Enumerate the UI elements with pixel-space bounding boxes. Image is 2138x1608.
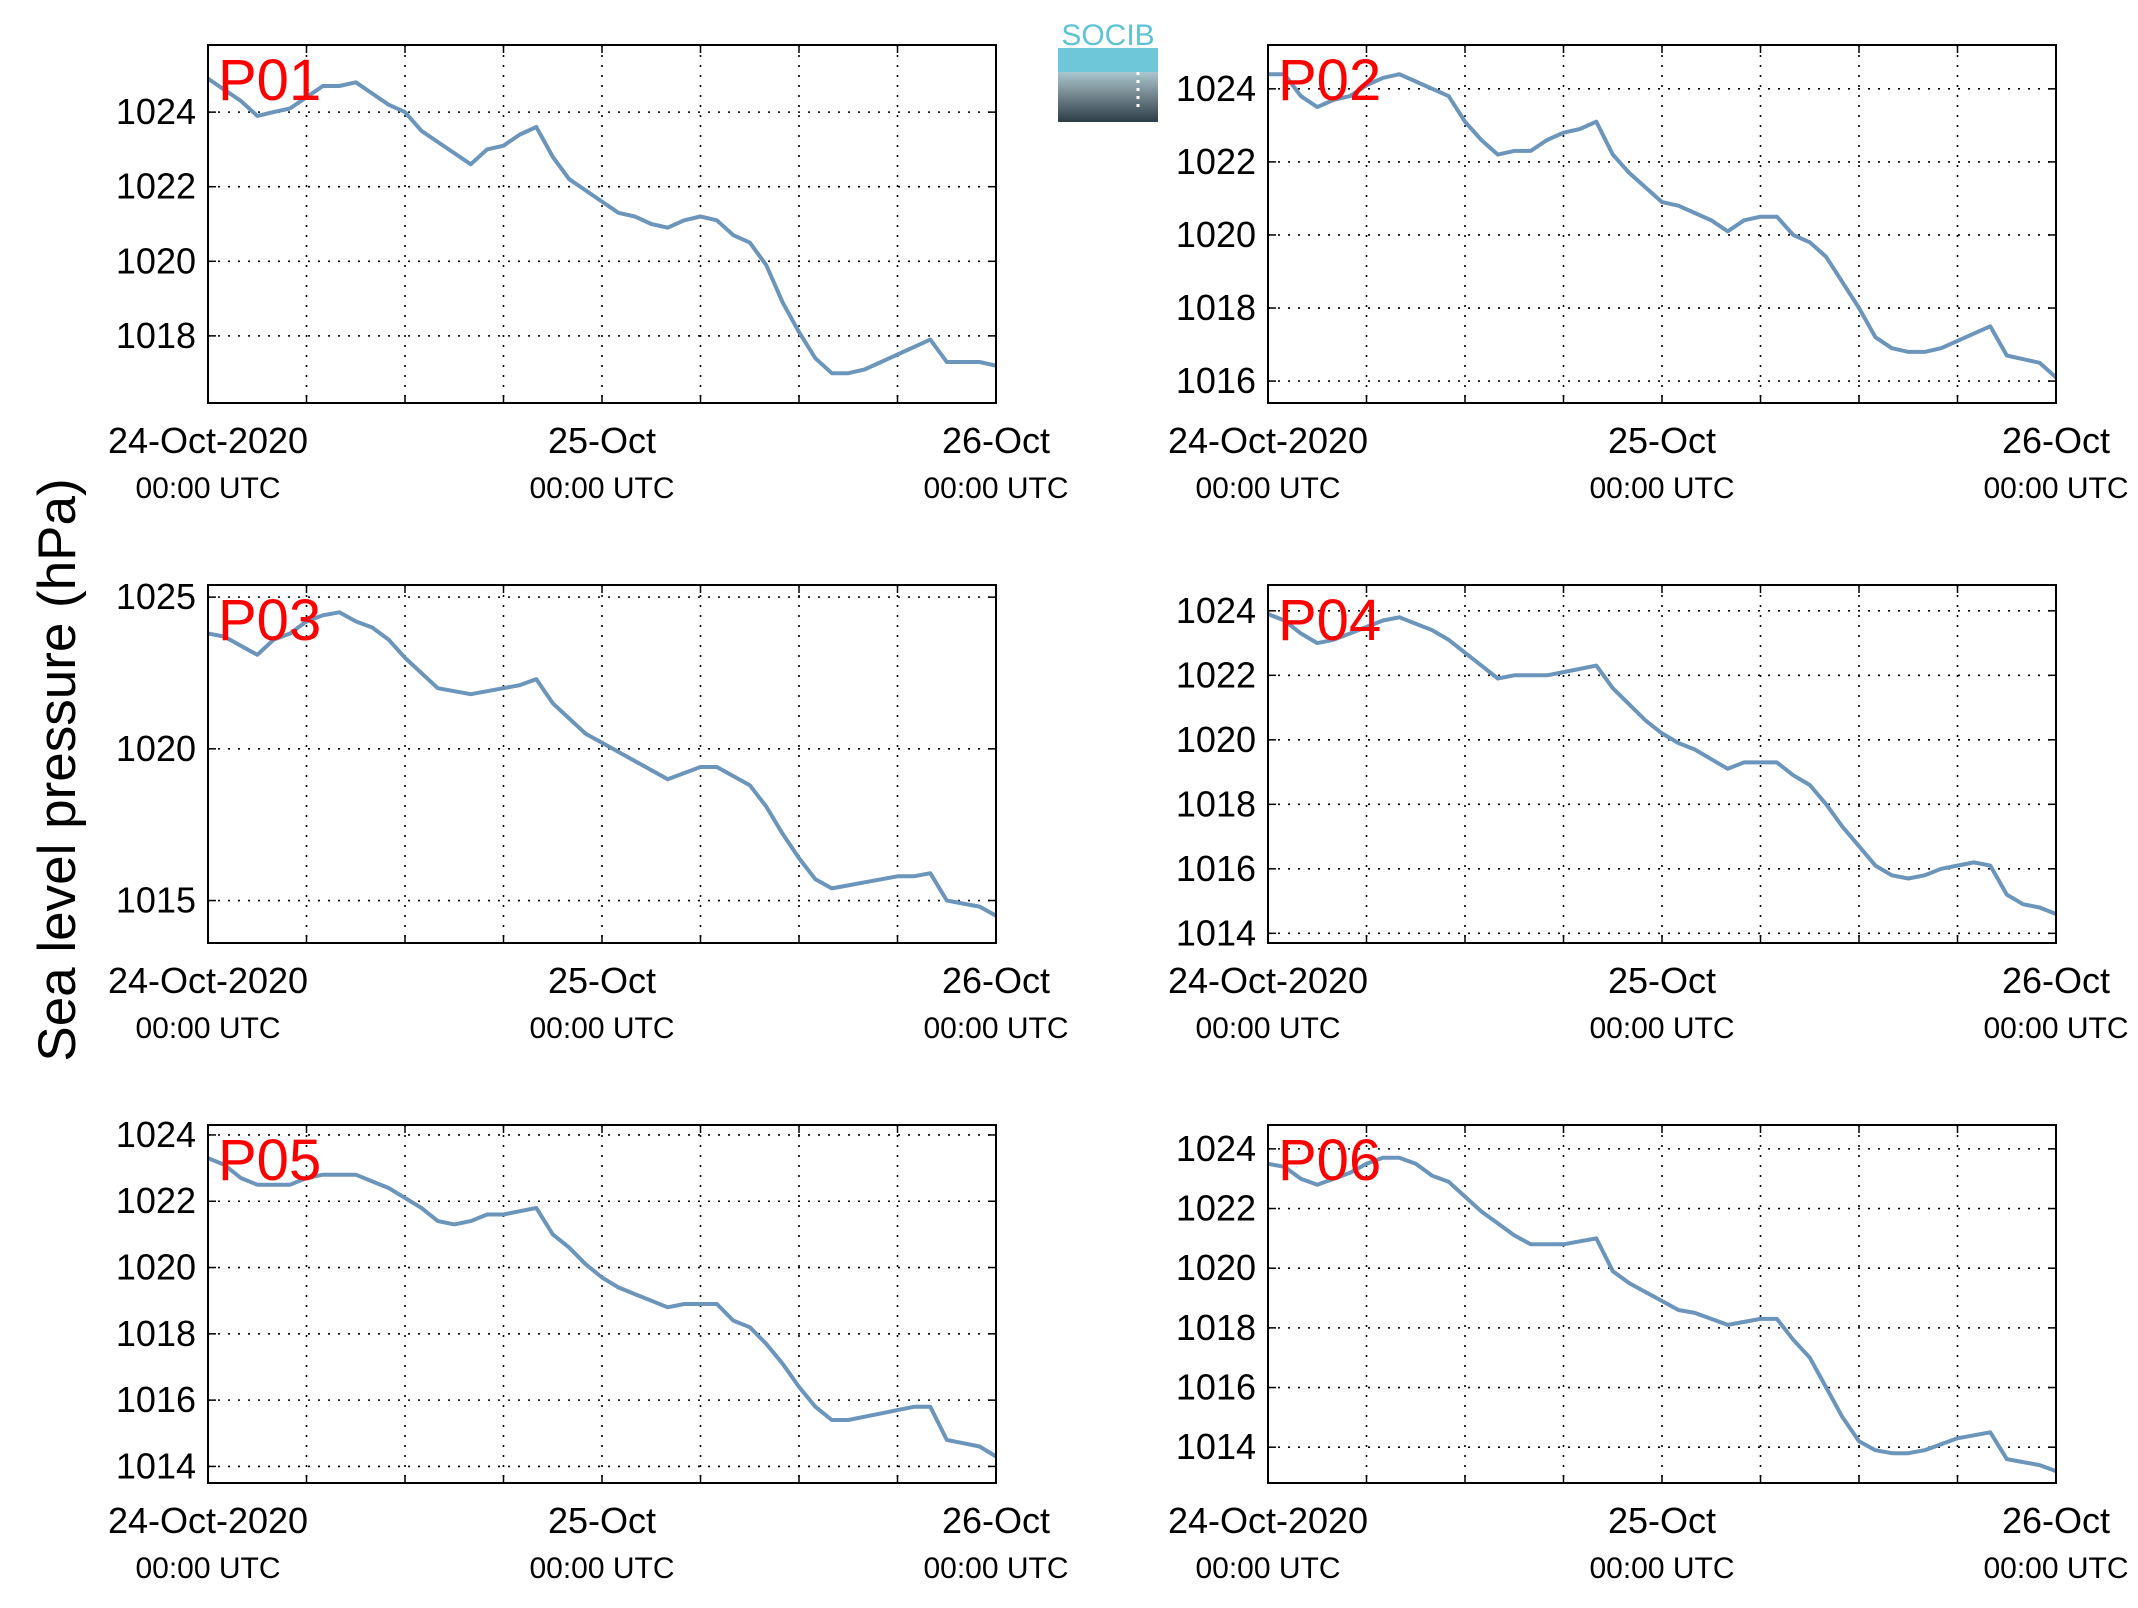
y-tick-label: 1018	[116, 315, 196, 356]
y-tick-label: 1016	[1176, 360, 1256, 401]
x-tick-label-time: 00:00 UTC	[1195, 1552, 1340, 1585]
y-axis-title: Sea level pressure (hPa)	[28, 478, 87, 1061]
x-tick-label-time: 00:00 UTC	[529, 1012, 674, 1045]
x-tick-label-time: 00:00 UTC	[1195, 472, 1340, 505]
pressure-series-line	[1268, 1155, 2056, 1474]
y-tick-label: 1020	[116, 728, 196, 769]
x-tick-label-date: 25-Oct	[548, 1500, 656, 1541]
y-tick-label: 1020	[116, 1247, 196, 1288]
chart-panel-p04: 1014 1016 1018 1020 1022 1024 24-Oct-2020 00:00…	[1168, 584, 2129, 1045]
y-tick-label: 1022	[1176, 141, 1256, 182]
y-tick-label: 1022	[116, 166, 196, 207]
x-tick-label-time: 00:00 UTC	[1983, 472, 2128, 505]
chart-panel-p01: 1018 1020 1022 1024 24-Oct-2020 00:00 UTC 25-O…	[108, 44, 1069, 505]
x-tick-label-time: 00:00 UTC	[529, 472, 674, 505]
x-tick-label-time: 00:00 UTC	[1983, 1552, 2128, 1585]
x-tick-label-time: 00:00 UTC	[1589, 1552, 1734, 1585]
y-tick-label: 1020	[1176, 719, 1256, 760]
y-tick-label: 1025	[116, 576, 196, 617]
axes-frame	[207, 1124, 997, 1484]
x-tick-label-time: 00:00 UTC	[1195, 1012, 1340, 1045]
x-tick-label-time: 00:00 UTC	[1983, 1012, 2128, 1045]
chart-panels: 1018 1020 1022 1024 24-Oct-2020 00:00 UTC 25-O…	[108, 44, 2129, 1585]
x-tick-label-time: 00:00 UTC	[529, 1552, 674, 1585]
y-tick-label: 1024	[1176, 590, 1256, 631]
axes-frame	[1267, 584, 2057, 944]
pressure-series-line	[208, 1156, 996, 1459]
chart-panel-p05: 1014 1016 1018 1020 1022 1024 24-Oct-2020 00:00…	[108, 1114, 1069, 1585]
x-tick-label-date: 26-Oct	[942, 420, 1050, 461]
y-tick-label: 1024	[116, 1114, 196, 1155]
x-tick-label-date: 25-Oct	[548, 960, 656, 1001]
panel-label: P02	[1278, 48, 1381, 113]
x-tick-label-time: 00:00 UTC	[135, 1552, 280, 1585]
x-tick-label-date: 24-Oct-2020	[1168, 960, 1368, 1001]
y-tick-label: 1018	[1176, 1307, 1256, 1348]
logo-wordmark: SOCIB	[1061, 19, 1154, 52]
y-tick-label: 1015	[116, 880, 196, 921]
x-tick-label-time: 00:00 UTC	[923, 1012, 1068, 1045]
x-tick-label-time: 00:00 UTC	[923, 472, 1068, 505]
x-tick-label-date: 25-Oct	[548, 420, 656, 461]
panel-label: P06	[1278, 1128, 1381, 1193]
panel-label: P04	[1278, 588, 1381, 653]
socib-logo: SOCIB	[1058, 19, 1158, 122]
axes-frame	[1267, 1124, 2057, 1484]
x-tick-label-date: 25-Oct	[1608, 1500, 1716, 1541]
x-tick-label-time: 00:00 UTC	[923, 1552, 1068, 1585]
x-tick-label-date: 26-Oct	[2002, 1500, 2110, 1541]
y-tick-label: 1018	[116, 1313, 196, 1354]
x-tick-label-date: 24-Oct-2020	[1168, 1500, 1368, 1541]
x-tick-label-date: 24-Oct-2020	[108, 420, 308, 461]
y-tick-label: 1020	[1176, 214, 1256, 255]
y-tick-label: 1014	[1176, 1426, 1256, 1467]
chart-panel-p02: 1016 1018 1020 1022 1024 24-Oct-2020 00:00 UTC…	[1168, 44, 2129, 505]
panel-label: P03	[218, 588, 321, 653]
x-tick-label-date: 26-Oct	[2002, 420, 2110, 461]
y-tick-label: 1018	[1176, 783, 1256, 824]
x-tick-label-time: 00:00 UTC	[1589, 1012, 1734, 1045]
y-tick-label: 1020	[116, 240, 196, 281]
panel-label: P01	[218, 48, 321, 113]
y-tick-label: 1020	[1176, 1247, 1256, 1288]
logo-wave-band	[1058, 48, 1158, 72]
chart-panel-p03: 1015 1020 1025 24-Oct-2020 00:00 UTC 25-Oct 00…	[108, 576, 1069, 1045]
axes-frame	[207, 584, 997, 944]
x-tick-label-date: 24-Oct-2020	[108, 1500, 308, 1541]
x-tick-label-date: 25-Oct	[1608, 960, 1716, 1001]
x-tick-label-date: 25-Oct	[1608, 420, 1716, 461]
x-tick-label-time: 00:00 UTC	[135, 1012, 280, 1045]
y-tick-label: 1024	[1176, 1128, 1256, 1169]
axes-frame	[1267, 44, 2057, 404]
y-tick-label: 1022	[1176, 654, 1256, 695]
y-tick-label: 1016	[1176, 848, 1256, 889]
y-tick-label: 1024	[116, 91, 196, 132]
x-tick-label-date: 26-Oct	[2002, 960, 2110, 1001]
pressure-series-line	[208, 76, 996, 376]
x-tick-label-date: 24-Oct-2020	[1168, 420, 1368, 461]
y-tick-label: 1018	[1176, 287, 1256, 328]
y-tick-label: 1014	[1176, 912, 1256, 953]
pressure-series-line	[208, 610, 996, 918]
axes-frame	[207, 44, 997, 404]
logo-block	[1058, 72, 1158, 122]
chart-panel-p06: 1014 1016 1018 1020 1022 1024 24-Oct-2020 00:00…	[1168, 1124, 2129, 1585]
y-tick-label: 1024	[1176, 68, 1256, 109]
x-tick-label-date: 26-Oct	[942, 960, 1050, 1001]
y-tick-label: 1014	[116, 1445, 196, 1486]
y-tick-label: 1022	[1176, 1188, 1256, 1229]
x-tick-label-time: 00:00 UTC	[1589, 472, 1734, 505]
x-tick-label-time: 00:00 UTC	[135, 472, 280, 505]
y-tick-label: 1016	[1176, 1367, 1256, 1408]
panel-label: P05	[218, 1128, 321, 1193]
pressure-series-line	[1268, 612, 2056, 916]
x-tick-label-date: 26-Oct	[942, 1500, 1050, 1541]
pressure-series-line	[1268, 72, 2056, 380]
y-tick-label: 1016	[116, 1379, 196, 1420]
y-tick-label: 1022	[116, 1180, 196, 1221]
x-tick-label-date: 24-Oct-2020	[108, 960, 308, 1001]
